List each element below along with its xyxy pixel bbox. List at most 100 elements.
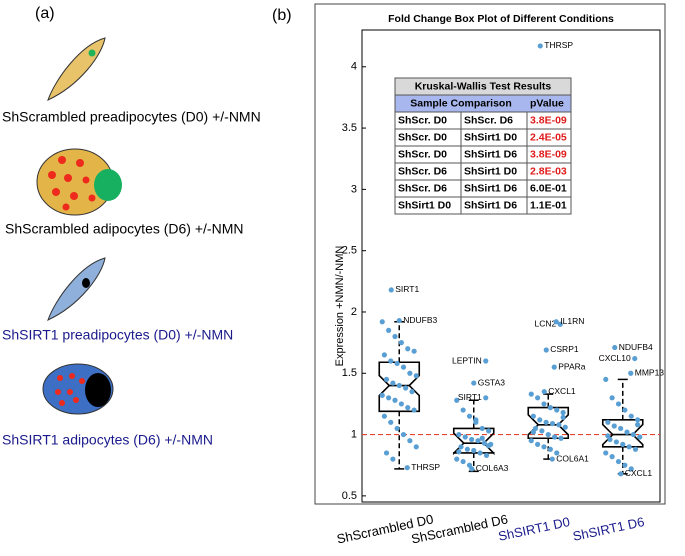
point-label: MMP13 — [635, 368, 665, 378]
y-tick-label: 1 — [351, 428, 357, 440]
nucleus — [85, 373, 111, 407]
x-tick-label: ShSIRT1 D0 — [497, 514, 571, 544]
caption: ShScrambled adipocytes (D6) +/-NMN — [5, 221, 243, 237]
labeled-point — [549, 456, 555, 462]
data-point — [471, 447, 477, 454]
labeled-point — [483, 395, 489, 401]
point-label: COL6A3 — [476, 463, 509, 473]
data-point — [603, 450, 609, 456]
data-point — [469, 436, 475, 443]
data-point — [622, 462, 628, 468]
data-point — [549, 420, 556, 427]
labeled-point — [612, 344, 618, 351]
point-label: THRSP — [411, 462, 440, 472]
point-label: CXCL1 — [625, 468, 653, 478]
table-cell-text: 2.8E-03 — [530, 165, 567, 177]
labeled-point — [557, 321, 563, 327]
table-cell-text: ShSirt1 D6 — [464, 182, 517, 194]
data-point — [413, 373, 419, 379]
data-point — [460, 407, 466, 413]
data-point — [381, 352, 387, 358]
labeled-point — [537, 43, 543, 49]
labeled-point — [541, 389, 547, 395]
data-point — [483, 452, 490, 459]
data-point — [628, 413, 634, 419]
data-point — [411, 348, 417, 354]
data-point — [528, 391, 534, 397]
caption: ShSIRT1 adipocytes (D6) +/-NMN — [2, 432, 213, 448]
table-title: Kruskal-Wallis Test Results — [415, 80, 552, 92]
box — [601, 419, 644, 448]
data-point — [473, 417, 479, 423]
table-cell-text: ShScr. D0 — [398, 131, 447, 143]
cell — [47, 257, 106, 321]
labeled-point — [632, 355, 638, 362]
data-point — [605, 433, 611, 439]
data-point — [637, 434, 643, 440]
table-cell — [526, 196, 572, 215]
data-point — [543, 419, 549, 425]
data-point — [407, 438, 413, 444]
nucleus — [88, 49, 96, 57]
data-point — [558, 435, 564, 441]
point-label: IL1RN — [560, 316, 584, 326]
table-cell-text: ShSirt1 D0 — [464, 165, 517, 177]
labeled-point — [396, 317, 402, 324]
data-point — [383, 450, 390, 456]
data-point — [609, 395, 615, 401]
plot-area — [361, 29, 661, 503]
data-point — [462, 434, 468, 440]
data-point — [539, 428, 545, 434]
table-cell-text: 6.0E-01 — [530, 182, 567, 194]
labeled-point — [543, 347, 549, 353]
data-point — [390, 380, 396, 386]
point-label: THRSP — [544, 40, 573, 50]
point-label: LCN2 — [535, 318, 557, 328]
point-label: NDUFB3 — [403, 315, 437, 325]
labeled-point — [404, 465, 410, 471]
data-point — [547, 405, 553, 411]
data-point — [464, 446, 470, 452]
data-point — [552, 434, 558, 440]
point-label: SIRT1 — [458, 392, 482, 402]
data-point — [615, 401, 622, 407]
data-point — [635, 417, 641, 423]
table-cell-text: 3.8E-09 — [530, 148, 567, 160]
table-cell-text: ShScr. D0 — [398, 148, 447, 160]
box — [378, 361, 421, 413]
data-point — [479, 435, 485, 441]
data-point — [615, 458, 622, 465]
point-label: CXCL1 — [548, 386, 576, 396]
data-point — [466, 413, 473, 419]
data-point — [611, 423, 617, 429]
data-point — [383, 376, 390, 383]
labeled-point — [469, 466, 475, 472]
caption: ShScrambled preadipocytes (D0) +/-NMN — [2, 109, 261, 125]
caption: ShSIRT1 preadipocytes (D0) +/-NMN — [2, 327, 233, 343]
labeled-point — [551, 364, 557, 370]
data-point — [392, 333, 398, 340]
data-point — [379, 319, 385, 325]
data-point — [486, 428, 492, 434]
data-point — [398, 340, 404, 346]
data-point — [403, 385, 409, 391]
data-point — [556, 422, 562, 428]
data-point — [477, 450, 483, 456]
data-point — [605, 419, 611, 425]
table-cell-text: ShScr. D0 — [398, 114, 447, 126]
data-point — [407, 370, 413, 376]
data-point — [530, 413, 536, 419]
data-point — [392, 397, 398, 403]
point-label: PPARa — [558, 361, 586, 371]
data-point — [481, 440, 487, 446]
data-point — [562, 424, 568, 430]
data-point — [618, 425, 624, 432]
y-tick-label: 1.5 — [342, 367, 357, 379]
data-point — [560, 409, 566, 416]
data-point — [547, 446, 553, 452]
data-point — [388, 358, 394, 364]
labeled-point — [628, 370, 634, 376]
point-label: COL6A1 — [556, 453, 589, 463]
y-tick-label: 0.5 — [342, 490, 357, 502]
